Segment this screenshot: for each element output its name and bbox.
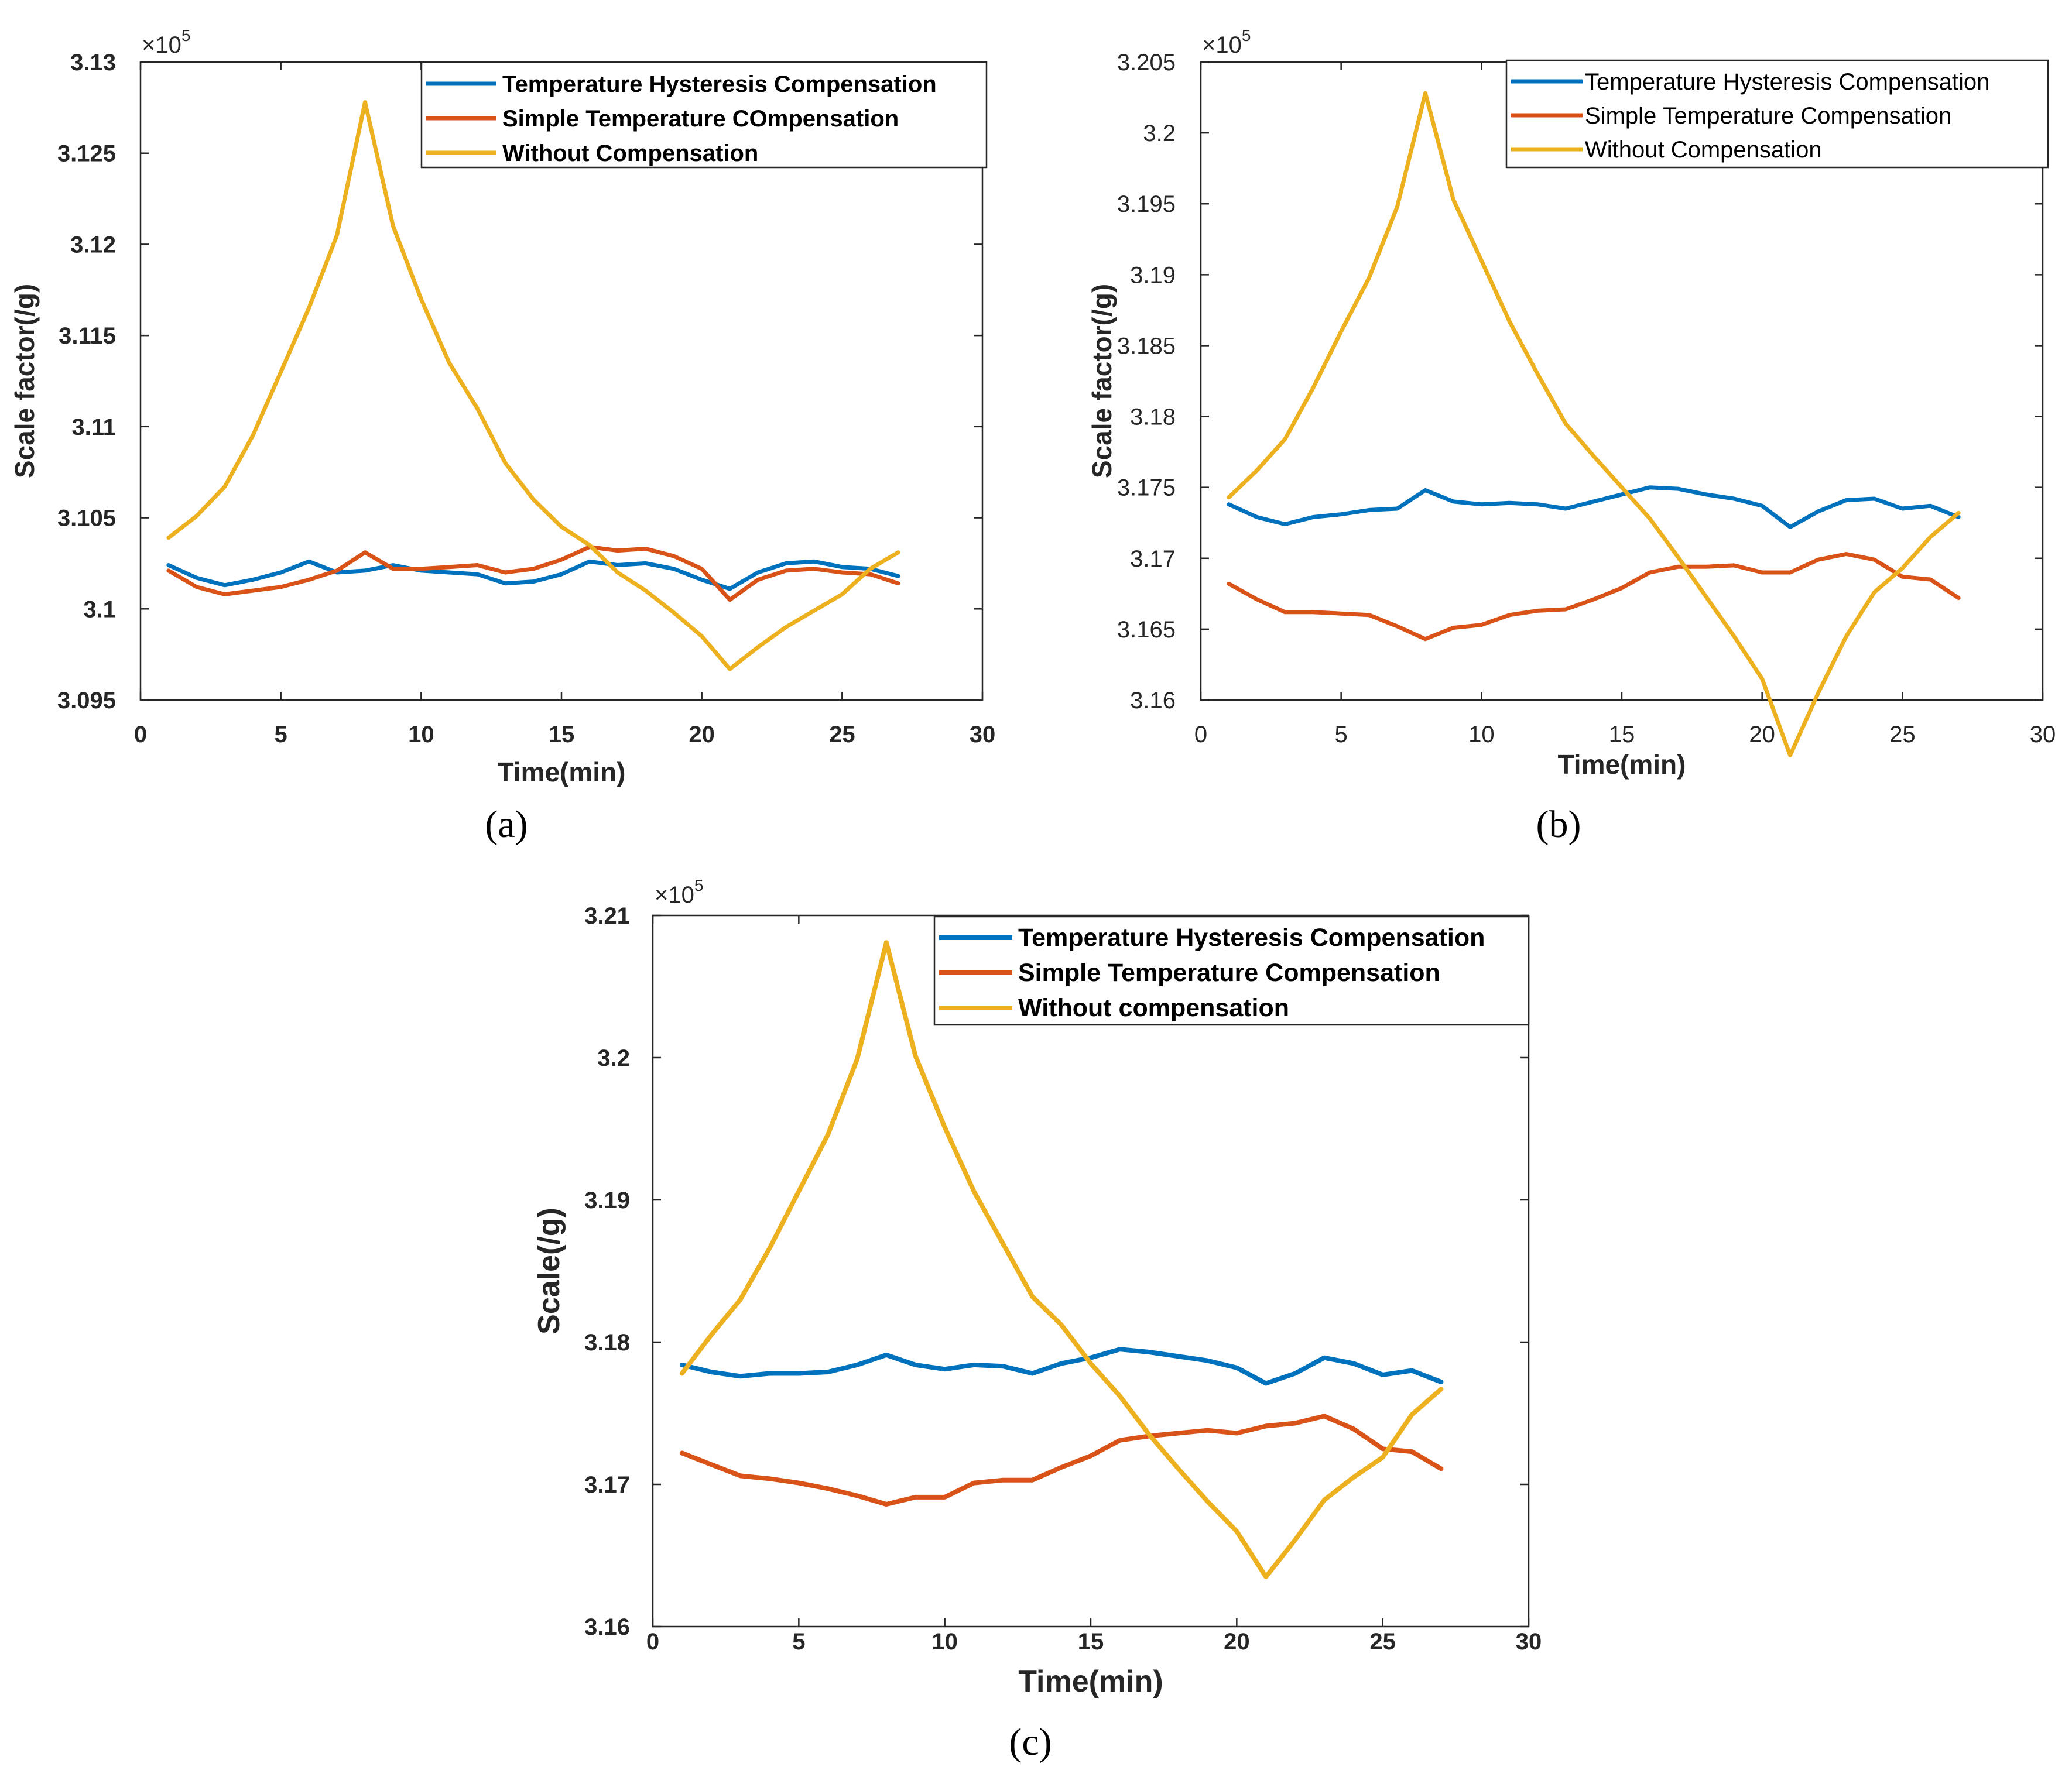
x-tick-label: 15 [1078,1629,1104,1655]
legend-box [420,61,988,169]
series-line-without [1227,91,1961,757]
y-tick-label: 3.18 [1130,404,1176,430]
axis-exponent-base: ×10 [1202,32,1242,58]
y-tick-label: 3.125 [57,141,116,167]
x-tick-label: 25 [1369,1629,1396,1655]
y-tick-label: 3.17 [584,1472,630,1498]
y-tick-label: 3.205 [1117,50,1176,76]
plot-area [652,914,1530,1628]
y-axis-label: Scale factor(/g) [9,284,40,478]
legend-label-hysteresis: Temperature Hysteresis Compensation [1585,69,1989,95]
panel-label: (a) [485,803,528,846]
axis-exponent-power: 5 [694,876,704,894]
x-tick-label: 5 [275,722,287,747]
legend-label-simple: Simple Temperature COmpensation [502,106,899,132]
x-tick-label: 30 [2030,722,2056,747]
x-tick-label: 5 [1335,722,1348,747]
series-line-hysteresis [679,1347,1444,1386]
axis-exponent-base: ×10 [142,32,181,58]
y-tick-label: 3.13 [70,50,116,76]
x-tick-label: 10 [408,722,434,747]
y-axis-label: Scale(/g) [532,1208,566,1335]
x-tick-label: 30 [1516,1629,1542,1655]
legend-box [933,915,1530,1026]
legend-label-hysteresis: Temperature Hysteresis Compensation [1018,924,1485,952]
x-tick-label: 20 [1224,1629,1250,1655]
y-tick-label: 3.095 [57,688,116,714]
y-tick-label: 3.21 [584,903,630,929]
axis-exponent-base: ×10 [655,882,694,908]
y-tick-label: 3.18 [584,1330,630,1356]
y-tick-label: 3.2 [1143,121,1176,146]
x-tick-label: 20 [1749,722,1775,747]
axis-exponent-power: 5 [1242,26,1251,44]
axis-exponent: ×105 [655,876,703,908]
series-line-without [679,940,1444,1579]
series-line-hysteresis [166,559,900,591]
chart-panel-c: 0 5 10 15 20 25 303.163.173.183.193.23.21×105T… [532,876,1542,1764]
y-tick-label: 3.19 [1130,262,1176,288]
x-tick-label: 10 [931,1629,958,1655]
x-tick-label: 20 [689,722,715,747]
x-tick-label: 5 [792,1629,805,1655]
y-tick-label: 3.175 [1117,475,1176,501]
y-tick-label: 3.2 [597,1045,630,1071]
axis-exponent: ×105 [142,26,190,58]
series-line-simple [1227,552,1961,642]
y-tick-label: 3.11 [71,414,116,440]
y-tick-label: 3.1 [83,596,116,622]
x-tick-label: 15 [1609,722,1635,747]
y-tick-label: 3.195 [1117,191,1176,217]
series-line-without [166,100,900,671]
series-line-simple [679,1414,1444,1507]
x-tick-label: 0 [134,722,147,747]
y-tick-label: 3.115 [59,323,116,349]
panel-label: (c) [1009,1721,1052,1764]
y-tick-label: 3.105 [57,506,116,531]
panel-label: (b) [1536,803,1581,846]
y-tick-label: 3.17 [1130,546,1176,572]
y-tick-label: 3.16 [584,1614,630,1640]
x-tick-label: 0 [646,1629,659,1655]
legend-label-simple: Simple Temperature Compensation [1585,103,1951,129]
y-axis-label: Scale factor(/g) [1087,284,1117,478]
chart-panel-a: 0 5 10 15 20 25 30 3.095 3.1 3.105 3.11 3.115 3.12 3.… [9,26,995,846]
chart-panel-b: 0 5 10 15 20 25 30 3.16 3.165 3.17 3.175 3.18 3.185 3… [1087,26,2056,846]
legend: Temperature Hysteresis Compensation Simpl… [420,61,988,169]
legend-box [1505,59,2049,169]
y-tick-label: 3.19 [584,1188,630,1213]
x-axis-label: Time(min) [1018,1665,1163,1699]
legend: Temperature Hysteresis Compensation Simpl… [933,915,1530,1026]
x-tick-label: 15 [549,722,575,747]
y-tick-label: 3.185 [1117,333,1176,359]
legend: Temperature Hysteresis Compensation Simpl… [1505,59,2049,169]
series-line-simple [166,544,900,602]
x-tick-label: 30 [970,722,996,747]
plot-area [1200,61,2044,701]
legend-label-hysteresis: Temperature Hysteresis Compensation [502,71,937,97]
x-tick-label: 25 [829,722,855,747]
x-tick-label: 25 [1889,722,1916,747]
x-axis-label: Time(min) [1558,749,1686,780]
legend-label-without: Without Compensation [502,140,758,166]
legend-label-simple: Simple Temperature Compensation [1018,959,1440,987]
y-tick-label: 3.12 [70,232,116,258]
axis-exponent: ×105 [1202,26,1251,58]
x-tick-label: 10 [1468,722,1495,747]
y-tick-label: 3.165 [1117,617,1176,643]
y-tick-label: 3.16 [1130,688,1176,714]
series-line-hysteresis [1227,485,1961,529]
legend-label-without: Without Compensation [1585,137,1822,163]
axis-exponent-power: 5 [181,26,191,44]
x-axis-label: Time(min) [498,757,626,787]
x-tick-label: 0 [1194,722,1207,747]
legend-label-without: Without compensation [1018,994,1289,1022]
